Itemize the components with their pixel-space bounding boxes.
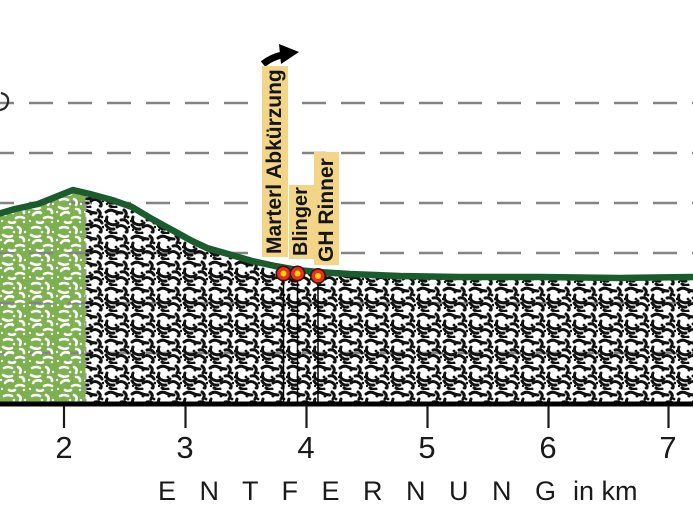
waypoint-label-gh-rinner: GH Rinner [314,152,339,265]
x-tick-label-2: 2 [55,430,73,465]
right-arrow-icon [260,44,299,67]
x-tick-label-7: 7 [659,430,677,465]
x-axis-unit: in km [573,476,638,506]
waypoint-markers [275,265,326,284]
x-tick-label-4: 4 [297,430,315,465]
x-tick-label-5: 5 [418,430,436,465]
waypoint-label-text: Marterl Abkürzung [263,69,286,254]
cropped-axis-glyph [0,91,10,112]
terrain-speckle-pattern [85,190,693,406]
waypoint-label-blinger: Blinger [289,185,314,259]
waypoint-label-marterl-abkuerzung: Marterl Abkürzung [262,66,288,257]
x-tick-label-6: 6 [539,430,557,465]
x-tick-label-3: 3 [176,430,194,465]
x-tick-marks [62,406,670,428]
waypoint-label-text: GH Rinner [315,158,338,262]
x-axis-title: E N T F E R N U N G [158,476,565,506]
elevation-profile-line [0,186,693,282]
waypoint-label-text: Blinger [290,187,312,256]
waypoint-leader-lines [282,280,319,402]
